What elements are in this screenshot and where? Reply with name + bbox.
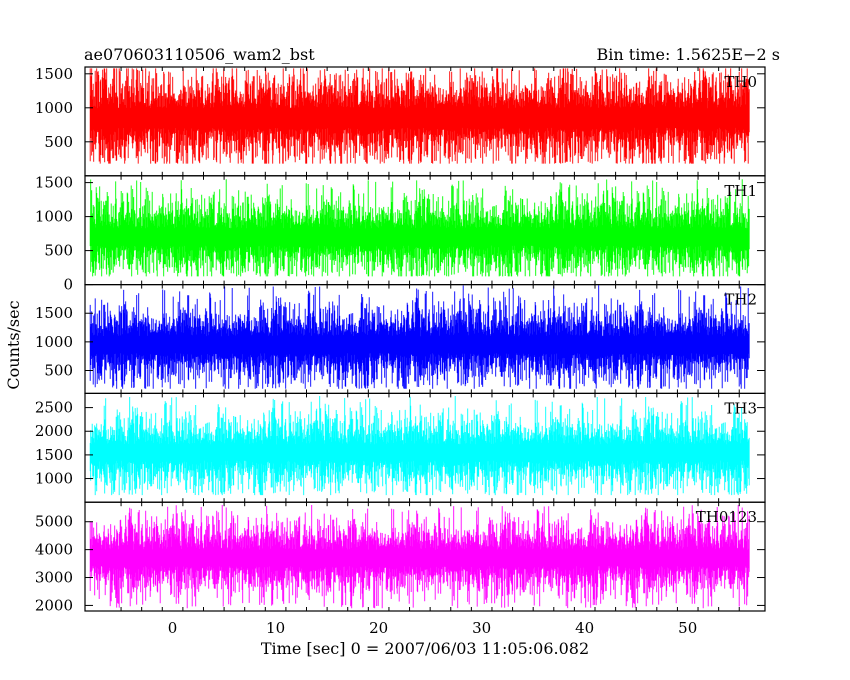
y-tick-label: 1500 [35,304,73,322]
panel-label: TH0 [724,73,757,91]
panel-th0: 500 1000 1500 TH0 [35,65,766,177]
y-tick-label: 1000 [35,470,73,488]
y-tick-label: 1500 [35,65,73,83]
panel-th0123: 2000 3000 4000 5000 TH0123 [35,501,766,614]
panel-label: TH0123 [696,508,757,526]
y-tick-label: 5000 [35,513,73,531]
y-tick-label: 2000 [35,596,73,614]
y-tick-label: 1500 [35,174,73,192]
chart-subtitle: Bin time: 1.5625E−2 s [597,45,780,64]
x-tick-label: 40 [575,619,594,637]
y-tick-label: 2500 [35,399,73,417]
x-tick-label: 0 [168,619,178,637]
y-tick-label: 0 [63,276,73,294]
y-tick-label: 2000 [35,422,73,440]
series-trace-th0123 [89,505,750,609]
x-axis-label: Time [sec] 0 = 2007/06/03 11:05:06.082 [261,639,589,658]
x-tick-label: 50 [678,619,697,637]
y-axis-label: Counts/sec [4,300,23,389]
chart-title: ae070603110506_wam2_bst [84,45,315,64]
panel-label: TH3 [724,399,757,417]
panel-label: TH2 [724,291,757,309]
series-trace-th0 [89,68,750,164]
panel-th3: 1000 1500 2000 2500 TH3 [35,392,766,503]
panel-th2: 500 1000 1500 TH2 [35,284,766,395]
series-trace-th2 [89,285,750,389]
y-tick-label: 1000 [35,208,73,226]
series-trace-th1 [89,179,750,277]
y-tick-label: 1000 [35,99,73,117]
series-trace-th3 [89,396,750,496]
x-tick-label: 10 [266,619,285,637]
panel-label: TH1 [724,182,757,200]
y-tick-label: 4000 [35,541,73,559]
y-tick-label: 1500 [35,446,73,464]
y-tick-label: 3000 [35,569,73,587]
y-tick-label: 500 [44,133,73,151]
x-tick-label: 20 [369,619,388,637]
panel-th1: 0 500 1000 1500 TH1 [35,174,766,294]
y-tick-label: 500 [44,242,73,260]
y-tick-label: 500 [44,361,73,379]
panel-frame [84,501,766,612]
x-tick-label: 30 [472,619,491,637]
y-tick-label: 1000 [35,333,73,351]
